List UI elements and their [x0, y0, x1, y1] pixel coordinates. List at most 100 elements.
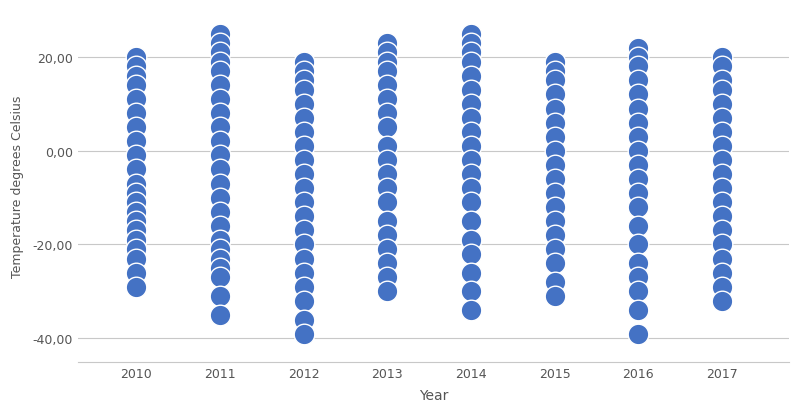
Point	[465, 101, 478, 108]
Point	[381, 260, 394, 267]
Point	[632, 307, 645, 314]
Point	[632, 162, 645, 169]
Point	[715, 157, 728, 164]
Point	[130, 64, 142, 71]
Point	[465, 237, 478, 244]
Point	[214, 195, 226, 202]
Point	[632, 55, 645, 61]
Point	[465, 40, 478, 47]
Point	[297, 199, 310, 206]
Point	[297, 101, 310, 108]
Point	[214, 246, 226, 253]
Point	[297, 298, 310, 304]
Point	[381, 157, 394, 164]
Point	[130, 256, 142, 262]
Point	[381, 143, 394, 150]
Point	[548, 162, 561, 169]
Point	[632, 274, 645, 281]
Point	[130, 83, 142, 89]
Point	[715, 298, 728, 304]
Point	[297, 143, 310, 150]
Point	[715, 242, 728, 248]
Point	[465, 307, 478, 314]
Point	[715, 270, 728, 276]
Point	[297, 214, 310, 220]
Point	[130, 55, 142, 61]
Point	[381, 185, 394, 192]
Point	[381, 50, 394, 57]
Point	[715, 214, 728, 220]
Point	[130, 218, 142, 225]
Point	[214, 69, 226, 75]
Point	[715, 87, 728, 94]
Point	[381, 199, 394, 206]
Point	[381, 288, 394, 295]
Point	[548, 120, 561, 127]
Point	[632, 223, 645, 230]
Point	[130, 73, 142, 80]
Point	[632, 64, 645, 71]
Point	[297, 330, 310, 337]
Point	[465, 115, 478, 122]
Point	[381, 171, 394, 178]
Point	[130, 139, 142, 145]
Point	[715, 101, 728, 108]
Point	[465, 87, 478, 94]
Point	[548, 176, 561, 183]
Point	[214, 31, 226, 38]
Point	[715, 256, 728, 262]
Point	[297, 171, 310, 178]
Point	[381, 83, 394, 89]
Point	[632, 134, 645, 141]
Point	[632, 92, 645, 99]
Point	[548, 59, 561, 66]
Point	[632, 260, 645, 267]
Point	[715, 284, 728, 290]
Point	[632, 106, 645, 113]
Point	[130, 111, 142, 117]
Point	[715, 55, 728, 61]
Point	[548, 106, 561, 113]
Point	[130, 246, 142, 253]
Point	[548, 232, 561, 239]
Point	[632, 190, 645, 197]
Point	[130, 153, 142, 159]
Point	[632, 330, 645, 337]
Point	[214, 237, 226, 244]
Point	[465, 143, 478, 150]
Point	[548, 190, 561, 197]
Point	[297, 185, 310, 192]
Point	[130, 209, 142, 216]
Point	[381, 69, 394, 75]
Y-axis label: Temperature degrees Celsius: Temperature degrees Celsius	[11, 95, 24, 278]
Point	[130, 97, 142, 103]
Point	[548, 69, 561, 75]
Point	[715, 228, 728, 234]
Point	[548, 148, 561, 155]
Point	[715, 143, 728, 150]
Point	[297, 316, 310, 323]
Point	[548, 204, 561, 211]
Point	[715, 129, 728, 136]
Point	[381, 232, 394, 239]
X-axis label: Year: Year	[418, 388, 448, 402]
Point	[214, 181, 226, 188]
Point	[297, 59, 310, 66]
Point	[297, 78, 310, 85]
Point	[465, 157, 478, 164]
Point	[465, 73, 478, 80]
Point	[214, 312, 226, 318]
Point	[632, 242, 645, 248]
Point	[465, 288, 478, 295]
Point	[214, 256, 226, 262]
Point	[214, 139, 226, 145]
Point	[214, 50, 226, 57]
Point	[548, 279, 561, 286]
Point	[214, 209, 226, 216]
Point	[214, 223, 226, 230]
Point	[381, 40, 394, 47]
Point	[297, 129, 310, 136]
Point	[214, 293, 226, 300]
Point	[297, 228, 310, 234]
Point	[465, 31, 478, 38]
